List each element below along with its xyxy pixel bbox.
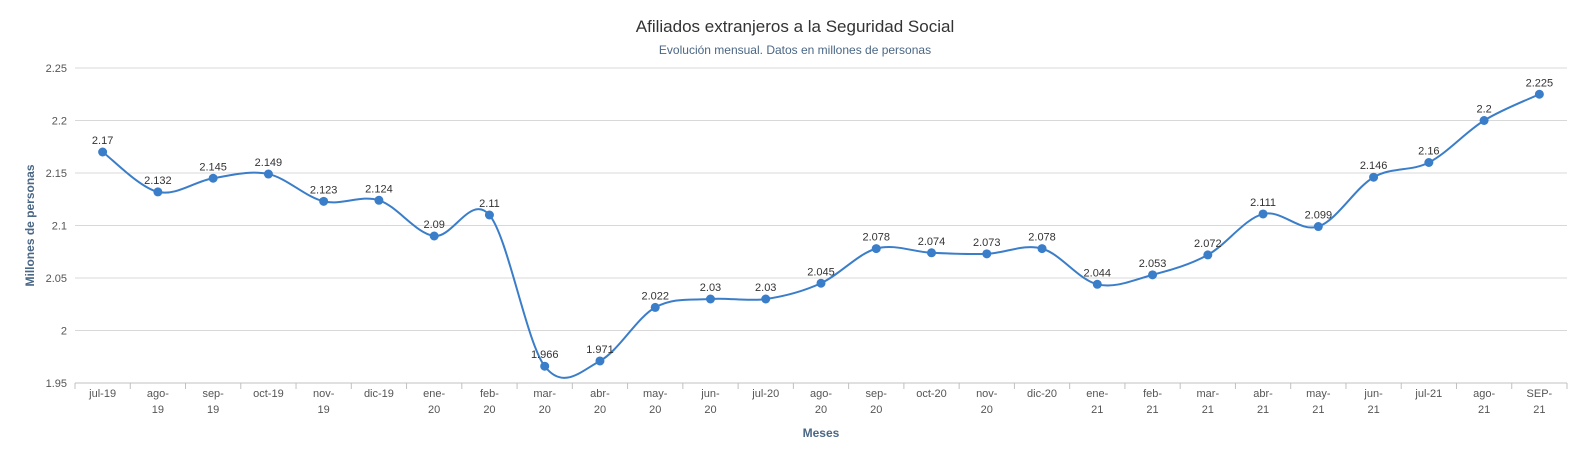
x-tick-label: dic-19 [364,388,394,400]
x-tick-label: mar-21 [1197,388,1220,416]
x-tick-label: ago-20 [810,388,832,416]
data-point[interactable] [816,278,826,288]
data-label: 2.11 [479,198,500,210]
data-point[interactable] [263,169,273,179]
x-tick-label: nov-20 [976,388,998,416]
x-tick-label: jul-19 [88,388,116,400]
data-labels: 2.17 2.132 2.145 2.149 2.123 2.124 2.09 2.11 1.9… [92,77,1553,361]
data-label: 2.03 [755,282,776,294]
data-point[interactable] [1369,172,1379,182]
data-label: 2.073 [973,237,1001,249]
data-point[interactable] [982,249,992,259]
x-tick-label: nov-19 [313,388,335,416]
x-tick-label: feb-20 [480,388,499,416]
y-axis-ticks: 1.95 2 2.05 2.1 2.15 2.2 2.25 [46,63,67,390]
y-tick-label: 2 [61,326,67,338]
data-label: 2.053 [1139,258,1167,270]
data-point[interactable] [429,231,439,241]
data-point[interactable] [1258,209,1268,219]
x-tick-label: feb-21 [1143,388,1162,416]
x-tick-label: ago-19 [147,388,169,416]
data-point[interactable] [595,356,605,366]
series-line [102,93,1540,379]
data-point[interactable] [1203,250,1213,260]
data-point[interactable] [1479,116,1489,125]
x-tick-label: dic-20 [1027,388,1057,400]
x-tick-label: sep-20 [866,388,888,416]
data-label: 2.225 [1526,77,1554,89]
data-label: 2.123 [310,184,338,196]
data-point[interactable] [374,195,384,205]
x-tick-label: sep-19 [202,388,224,416]
y-tick-label: 2.05 [46,273,67,285]
data-label: 2.099 [1305,210,1333,222]
x-tick-label: jul-21 [1414,388,1442,400]
x-tick-label: jun-21 [1363,388,1383,416]
y-tick-label: 2.2 [52,116,67,128]
data-label: 2.149 [255,157,283,169]
y-tick-label: 1.95 [46,378,67,390]
data-point[interactable] [540,361,550,371]
x-axis-ticks: jul-19 ago-19 sep-19 oct-19 nov-19 dic-19 ene-… [74,383,1568,416]
data-point[interactable] [153,187,163,197]
data-label: 2.072 [1194,238,1222,250]
x-axis-title: Meses [803,426,840,440]
data-point[interactable] [98,147,108,157]
data-label: 2.078 [862,232,890,244]
x-tick-label: abr-20 [590,388,610,416]
y-tick-label: 2.25 [46,63,67,75]
x-tick-label: ene-21 [1086,388,1108,416]
y-axis-title: Millones de personas [23,164,37,286]
data-label: 2.022 [641,290,669,302]
x-tick-label: jun-20 [700,388,720,416]
x-tick-label: jul-20 [751,388,779,400]
data-label: 2.078 [1028,232,1056,244]
x-tick-label: SEP-21 [1527,388,1553,416]
data-point[interactable] [871,244,881,254]
data-label: 2.045 [807,266,835,278]
y-tick-label: 2.15 [46,168,67,180]
data-point[interactable] [650,302,660,312]
x-tick-label: ago-21 [1473,388,1495,416]
data-label: 2.044 [1084,267,1112,279]
x-tick-label: abr-21 [1253,388,1273,416]
data-point[interactable] [1092,279,1102,289]
data-label: 2.17 [92,135,113,147]
chart-subtitle: Evolución mensual. Datos en millones de … [658,43,932,57]
data-points [98,89,1544,371]
data-label: 2.2 [1476,104,1491,116]
x-tick-label: ene-20 [423,388,445,416]
data-label: 2.111 [1250,197,1276,209]
x-tick-label: oct-20 [916,388,947,400]
data-point[interactable] [1148,270,1158,280]
data-point[interactable] [484,210,494,220]
data-label: 2.09 [423,219,444,231]
data-point[interactable] [208,173,218,183]
data-label: 2.074 [918,236,946,248]
data-point[interactable] [1424,158,1434,167]
gridlines [75,67,1567,331]
data-point[interactable] [1313,222,1323,232]
data-label: 1.966 [531,349,559,361]
data-label: 2.03 [700,282,721,294]
y-tick-label: 2.1 [52,221,67,233]
data-point[interactable] [927,248,937,258]
data-label: 2.145 [199,161,227,173]
x-tick-label: oct-19 [253,388,284,400]
data-label: 2.124 [365,183,393,195]
data-point[interactable] [705,294,715,304]
data-point[interactable] [1534,89,1544,99]
chart-title: Afiliados extranjeros a la Seguridad Soc… [635,17,955,36]
data-point[interactable] [319,196,329,206]
data-label: 1.971 [586,344,614,356]
data-point[interactable] [761,294,771,304]
data-label: 2.146 [1360,160,1388,172]
data-label: 2.132 [144,175,172,187]
x-tick-label: mar-20 [533,388,556,416]
data-label: 2.16 [1418,146,1439,158]
x-tick-label: may-21 [1306,388,1331,416]
data-point[interactable] [1037,244,1047,254]
x-tick-label: may-20 [643,388,668,416]
